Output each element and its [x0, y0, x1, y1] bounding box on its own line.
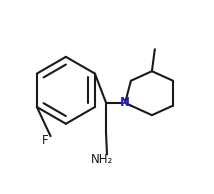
- Text: NH₂: NH₂: [91, 153, 113, 166]
- Text: N: N: [120, 96, 130, 109]
- Text: F: F: [42, 134, 48, 147]
